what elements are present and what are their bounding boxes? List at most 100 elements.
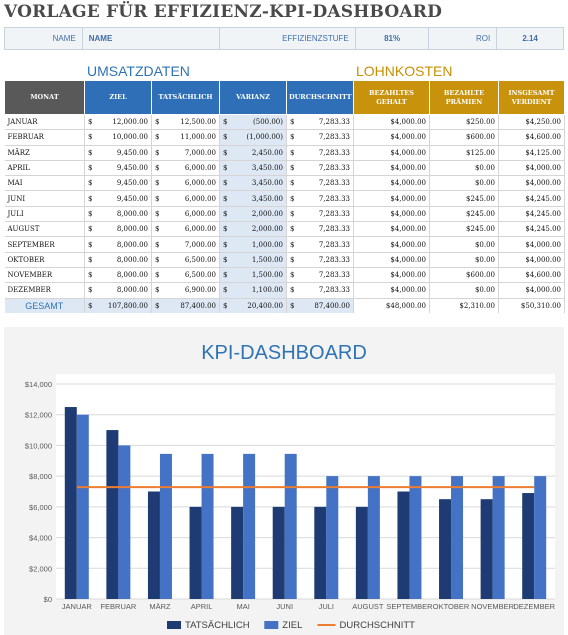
currency-symbol: $: [88, 194, 93, 203]
durchschnitt-cell: $7,283.33: [286, 175, 354, 192]
praemien-cell: $2,310.00: [429, 298, 499, 314]
durchschnitt-cell: $7,283.33: [286, 252, 354, 268]
currency-symbol: $: [88, 225, 93, 234]
praemien-cell-value: $0.00: [474, 240, 495, 249]
varianz-cell-value: 2,450.00: [251, 148, 283, 157]
durchschnitt-cell-value: 87,400.00: [314, 301, 350, 310]
gehalt-cell-value: $48,000.00: [385, 301, 426, 310]
currency-symbol: $: [290, 148, 295, 157]
gehalt-cell: $4,000.00: [353, 114, 430, 131]
bar-ziel: [409, 476, 422, 599]
tatsaechlich-cell: $6,900.00: [151, 282, 220, 299]
header-ziel: ZIEL: [84, 80, 152, 115]
tatsaechlich-cell-value: 7,000.00: [184, 240, 216, 249]
currency-symbol: $: [88, 240, 93, 249]
tatsaechlich-cell: $7,000.00: [151, 236, 220, 253]
roi-value: 2.14: [522, 34, 538, 43]
roi-label: ROI: [429, 28, 498, 49]
currency-symbol: $: [290, 225, 295, 234]
gehalt-cell-value: $4,000.00: [390, 118, 426, 127]
header-praemien: BEZAHLTE PRÄMIEN: [429, 80, 499, 115]
gehalt-cell-value: $4,000.00: [390, 179, 426, 188]
efficiency-value: 81%: [356, 28, 430, 49]
gesamt-cell-value: $4,000.00: [525, 240, 561, 249]
varianz-cell-value: (500.00): [253, 118, 283, 127]
gehalt-cell: $4,000.00: [353, 252, 430, 268]
currency-symbol: $: [88, 133, 93, 142]
name-field[interactable]: NAME: [83, 28, 221, 49]
header-varianz: VARIANZ: [219, 80, 287, 115]
ziel-cell: $8,000.00: [84, 267, 152, 284]
durchschnitt-cell: $7,283.33: [286, 160, 354, 177]
bar-ziel: [451, 476, 464, 599]
tatsaechlich-cell-value: 6,500.00: [184, 255, 216, 264]
gehalt-cell: $4,000.00: [353, 175, 430, 192]
tatsaechlich-cell: $6,000.00: [151, 160, 220, 177]
varianz-cell-value: 1,500.00: [251, 255, 283, 264]
durchschnitt-cell: $7,283.33: [286, 145, 354, 161]
ziel-cell-value: 9,450.00: [116, 179, 148, 188]
gesamt-cell: $4,000.00: [498, 175, 565, 192]
durchschnitt-cell-value: 7,283.33: [318, 194, 350, 203]
currency-symbol: $: [155, 209, 160, 218]
durchschnitt-cell: $7,283.33: [286, 282, 354, 299]
gehalt-cell: $4,000.00: [353, 129, 430, 146]
ziel-cell: $8,000.00: [84, 282, 152, 299]
page-title: VORLAGE FÜR EFFIZIENZ-KPI-DASHBOARD: [4, 2, 443, 22]
praemien-cell: $600.00: [429, 267, 499, 284]
currency-symbol: $: [290, 255, 295, 264]
praemien-cell-value: $600.00: [466, 271, 495, 280]
header-durchschnitt: DURCHSCHNITT: [286, 80, 354, 115]
bar-tatsaechlich: [147, 491, 160, 599]
gehalt-cell-value: $4,000.00: [390, 255, 426, 264]
month-cell: NOVEMBER: [4, 267, 85, 284]
ziel-cell: $10,000.00: [84, 129, 152, 146]
month-cell: DEZEMBER: [4, 282, 85, 299]
varianz-cell: $1,100.00: [219, 282, 287, 299]
ziel-cell-value: 107,800.00: [107, 301, 148, 310]
ziel-cell-value: 9,450.00: [116, 148, 148, 157]
currency-symbol: $: [290, 286, 295, 295]
x-tick-label: AUGUST: [352, 602, 384, 611]
durchschnitt-cell-value: 7,283.33: [318, 225, 350, 234]
currency-symbol: $: [223, 240, 228, 249]
month-cell: MAI: [4, 175, 85, 192]
tatsaechlich-cell: $12,500.00: [151, 114, 220, 131]
gesamt-cell: $4,000.00: [498, 236, 565, 253]
x-tick-label: OKTOBER: [433, 602, 470, 611]
bar-ziel: [243, 453, 256, 599]
praemien-cell-value: $0.00: [474, 255, 495, 264]
durchschnitt-cell-value: 7,283.33: [318, 240, 350, 249]
praemien-cell-value: $0.00: [474, 164, 495, 173]
gehalt-cell-value: $4,000.00: [390, 271, 426, 280]
kpi-dashboard-panel: KPI-DASHBOARD $0 $2,000 $4,000 $6,000 $8,000…: [4, 327, 564, 635]
y-tick-label: $0: [44, 595, 52, 604]
gehalt-cell-value: $4,000.00: [390, 240, 426, 249]
currency-symbol: $: [223, 148, 228, 157]
legend-label: TATSÄCHLICH: [185, 620, 250, 631]
currency-symbol: $: [223, 286, 228, 295]
bar-ziel: [367, 476, 380, 599]
varianz-cell-value: 1,500.00: [251, 271, 283, 280]
currency-symbol: $: [88, 286, 93, 295]
bar-tatsaechlich: [355, 506, 368, 599]
ziel-cell-value: 8,000.00: [116, 255, 148, 264]
month-cell: AUGUST: [4, 221, 85, 238]
bar-tatsaechlich: [64, 407, 77, 599]
bar-ziel: [492, 476, 505, 599]
x-tick-label: JULI: [319, 602, 334, 611]
tatsaechlich-cell: $7,000.00: [151, 145, 220, 161]
tatsaechlich-cell-value: 6,000.00: [184, 209, 216, 218]
praemien-cell: $125.00: [429, 145, 499, 161]
durchschnitt-cell-value: 7,283.33: [318, 286, 350, 295]
month-cell-value: FEBRUAR: [7, 133, 44, 142]
name-label: NAME: [5, 28, 83, 49]
tatsaechlich-cell-value: 6,000.00: [184, 225, 216, 234]
durchschnitt-cell-value: 7,283.33: [318, 133, 350, 142]
currency-symbol: $: [155, 286, 160, 295]
currency-symbol: $: [155, 301, 160, 310]
labor-section-title: LOHNKOSTEN: [356, 63, 453, 79]
month-cell: APRIL: [4, 160, 85, 177]
tatsaechlich-cell-value: 11,000.00: [180, 133, 216, 142]
gesamt-cell-value: $4,000.00: [525, 179, 561, 188]
